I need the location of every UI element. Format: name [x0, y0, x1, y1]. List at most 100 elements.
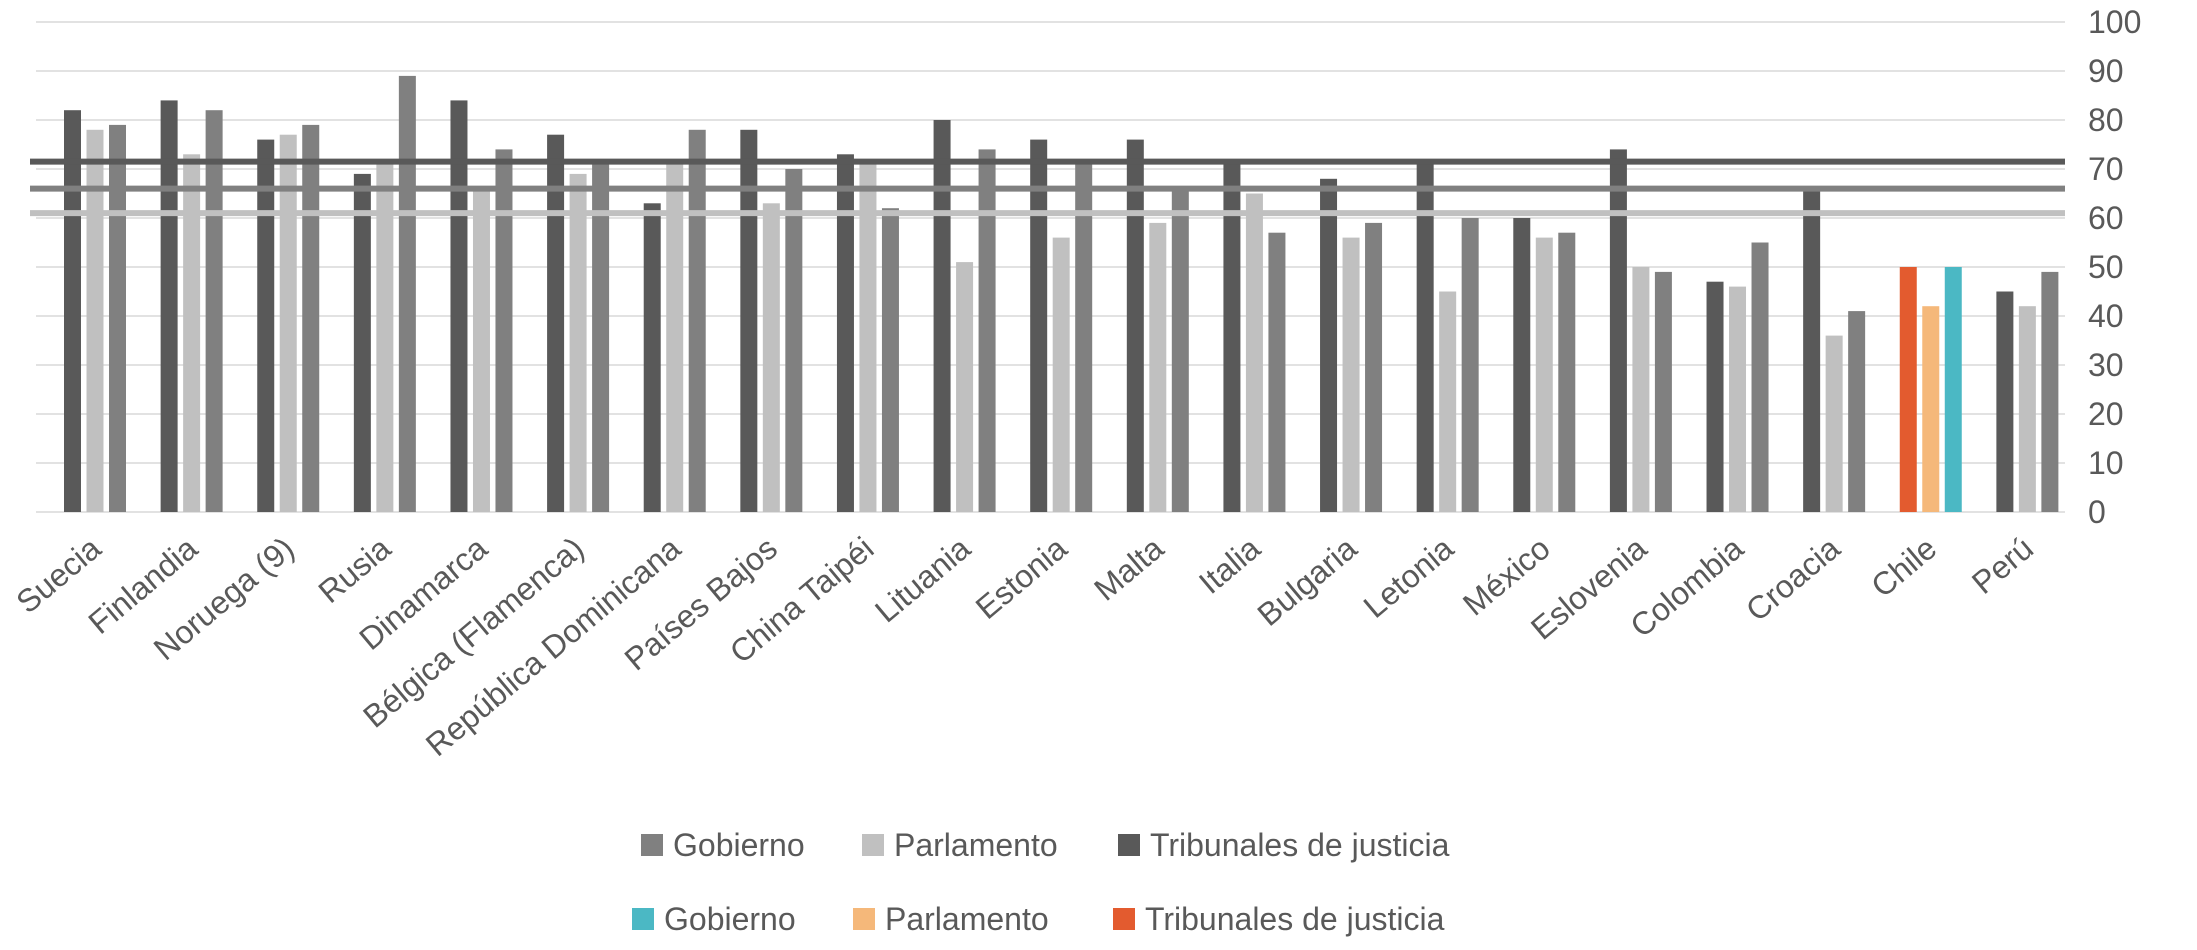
bar-perú-gobierno	[2041, 271, 2059, 512]
bar-chile-tribunales-de-justicia	[1899, 267, 1917, 512]
bar-estonia-gobierno	[1075, 159, 1093, 512]
bar-china-taipéi-parlamento	[859, 164, 877, 512]
bar-bélgica-flamenca--tribunales-de-justicia	[547, 134, 565, 512]
bar-colombia-parlamento	[1729, 286, 1747, 512]
bar-china-taipéi-gobierno	[881, 208, 899, 512]
bar-estonia-parlamento	[1052, 237, 1070, 512]
y-tick-label: 50	[2088, 249, 2124, 285]
bar-lituania-parlamento	[956, 262, 974, 512]
bar-italia-gobierno	[1268, 232, 1286, 512]
bar-colombia-gobierno	[1751, 242, 1769, 512]
bar-suecia-tribunales-de-justicia	[64, 110, 81, 512]
bar-rusia-parlamento	[376, 159, 394, 512]
bar-letonia-gobierno	[1461, 218, 1479, 512]
bar-malta-parlamento	[1149, 222, 1167, 512]
bar-bélgica-flamenca--parlamento	[569, 173, 587, 512]
bar-república-dominicana-tribunales-de-justicia	[643, 203, 661, 513]
legend-label: Gobierno	[664, 901, 796, 937]
bars	[64, 75, 2059, 513]
legend-swatch	[862, 834, 884, 856]
legend-label: Tribunales de justicia	[1145, 901, 1445, 937]
bar-república-dominicana-parlamento	[666, 159, 684, 512]
bar-estonia-tribunales-de-justicia	[1030, 139, 1048, 512]
bar-perú-parlamento	[2018, 306, 2036, 512]
legend-label: Gobierno	[673, 827, 805, 863]
category-label: Letonia	[1357, 530, 1461, 625]
bar-eslovenia-tribunales-de-justicia	[1609, 149, 1627, 512]
bar-chile-parlamento	[1922, 306, 1940, 512]
bar-países-bajos-tribunales-de-justicia	[740, 129, 758, 513]
bar-méxico-parlamento	[1535, 237, 1553, 512]
bar-bulgaria-tribunales-de-justicia	[1320, 178, 1338, 513]
bar-noruega-9--tribunales-de-justicia	[257, 139, 275, 512]
bar-letonia-parlamento	[1439, 291, 1457, 512]
bar-suecia-gobierno	[109, 124, 126, 513]
reference-lines	[30, 158, 2065, 217]
y-tick-label: 90	[2088, 53, 2124, 89]
bar-república-dominicana-gobierno	[688, 129, 706, 513]
bar-malta-tribunales-de-justicia	[1126, 139, 1144, 512]
category-label: Perú	[1965, 530, 2040, 601]
bar-letonia-tribunales-de-justicia	[1416, 164, 1434, 512]
bar-noruega-9--gobierno	[302, 124, 320, 513]
category-label: Italia	[1192, 530, 1267, 601]
bar-chile-gobierno	[1944, 267, 1962, 512]
bar-países-bajos-gobierno	[785, 169, 803, 512]
bar-países-bajos-parlamento	[762, 203, 780, 513]
category-label: Croacia	[1739, 530, 1847, 629]
bar-eslovenia-gobierno	[1654, 271, 1672, 512]
bar-dinamarca-tribunales-de-justicia	[450, 100, 468, 513]
bar-perú-tribunales-de-justicia	[1996, 291, 2014, 512]
gridlines	[36, 21, 2065, 513]
category-label: Rusia	[312, 530, 398, 610]
category-label: Estonia	[969, 530, 1074, 626]
bar-croacia-parlamento	[1825, 335, 1843, 512]
y-tick-label: 100	[2088, 4, 2141, 40]
y-axis-ticks: 0 10 20 30 40 50 60 70 80 90 100	[2088, 4, 2141, 530]
bar-malta-gobierno	[1171, 188, 1189, 512]
y-tick-label: 0	[2088, 494, 2106, 530]
bar-finlandia-gobierno	[205, 110, 223, 512]
bar-eslovenia-parlamento	[1632, 267, 1650, 512]
legend-swatch	[1113, 908, 1135, 930]
legend-swatch	[641, 834, 663, 856]
bar-finlandia-tribunales-de-justicia	[160, 100, 178, 513]
bar-bulgaria-gobierno	[1365, 222, 1383, 512]
y-tick-label: 40	[2088, 298, 2124, 334]
category-label: Lituania	[868, 530, 977, 630]
bar-noruega-9--parlamento	[279, 134, 297, 512]
y-tick-label: 20	[2088, 396, 2124, 432]
bar-dinamarca-parlamento	[472, 188, 490, 512]
bar-rusia-tribunales-de-justicia	[353, 173, 371, 512]
legend-label: Parlamento	[885, 901, 1049, 937]
category-label: Chile	[1864, 530, 1943, 604]
y-tick-label: 60	[2088, 200, 2124, 236]
bar-lituania-tribunales-de-justicia	[933, 120, 951, 512]
bar-bulgaria-parlamento	[1342, 237, 1360, 512]
y-tick-label: 10	[2088, 445, 2124, 481]
category-label: Malta	[1087, 530, 1170, 608]
bar-rusia-gobierno	[398, 75, 416, 513]
legend-label: Parlamento	[894, 827, 1058, 863]
bar-finlandia-parlamento	[183, 154, 201, 513]
legend-swatch	[853, 908, 875, 930]
bar-méxico-gobierno	[1558, 232, 1576, 512]
bar-colombia-tribunales-de-justicia	[1706, 281, 1724, 512]
bar-lituania-gobierno	[978, 149, 996, 512]
legend-label: Tribunales de justicia	[1150, 827, 1450, 863]
bar-italia-parlamento	[1245, 193, 1263, 512]
bar-dinamarca-gobierno	[495, 149, 513, 512]
legend-swatch	[1118, 834, 1140, 856]
category-label: Bulgaria	[1250, 530, 1363, 633]
bar-croacia-gobierno	[1848, 311, 1866, 512]
bar-china-taipéi-tribunales-de-justicia	[836, 154, 854, 513]
bar-méxico-tribunales-de-justicia	[1513, 218, 1531, 512]
y-tick-label: 70	[2088, 151, 2124, 187]
bar-italia-tribunales-de-justicia	[1223, 159, 1241, 512]
bar-croacia-tribunales-de-justicia	[1803, 188, 1821, 512]
bar-suecia-parlamento	[86, 129, 104, 513]
legend: Gobierno Parlamento Tribunales de justicia…	[632, 827, 1450, 937]
y-tick-label: 30	[2088, 347, 2124, 383]
